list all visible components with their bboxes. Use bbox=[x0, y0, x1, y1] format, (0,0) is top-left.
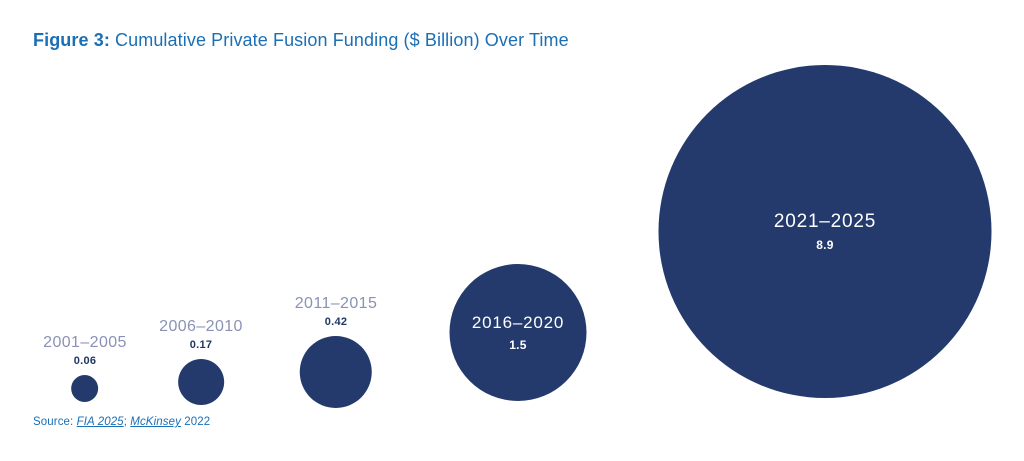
period-label: 2021–2025 bbox=[773, 211, 877, 233]
period-label: 2011–2015 bbox=[294, 294, 378, 312]
value-label: 0.42 bbox=[324, 316, 348, 328]
bubble-circle: 2016–2020 1.5 bbox=[449, 264, 587, 401]
value-label: 8.9 bbox=[816, 237, 834, 252]
period-label: 2006–2010 bbox=[159, 317, 243, 335]
figure-label: Figure 3: bbox=[33, 30, 110, 50]
bubble-group-2021-2025: 2021–2025 8.9 bbox=[658, 65, 992, 398]
bubble-circle bbox=[71, 375, 99, 402]
bubble-group-2001-2005: 2001–2005 0.06 bbox=[43, 334, 127, 402]
bubble-circle bbox=[300, 336, 372, 408]
figure-title: Figure 3: Cumulative Private Fusion Fund… bbox=[33, 30, 569, 52]
value-label: 0.06 bbox=[73, 355, 97, 367]
source-line: Source: FIA 2025; McKinsey 2022 bbox=[33, 416, 210, 428]
bubble-circle bbox=[178, 359, 224, 405]
period-label: 2001–2005 bbox=[43, 333, 127, 351]
value-label: 1.5 bbox=[509, 337, 527, 352]
bubble-group-2006-2010: 2006–2010 0.17 bbox=[159, 318, 243, 405]
period-label: 2016–2020 bbox=[471, 313, 565, 333]
bubble-group-2016-2020: 2016–2020 1.5 bbox=[449, 264, 587, 401]
source-link-fia[interactable]: FIA 2025 bbox=[76, 416, 124, 428]
bubble-circle: 2021–2025 8.9 bbox=[658, 65, 992, 398]
source-link-mckinsey[interactable]: McKinsey bbox=[130, 416, 181, 428]
value-label: 0.17 bbox=[189, 339, 213, 351]
title-text: Cumulative Private Fusion Funding ($ Bil… bbox=[109, 30, 569, 50]
bubble-group-2011-2015: 2011–2015 0.42 bbox=[295, 295, 378, 408]
source-separator: ; bbox=[123, 416, 131, 428]
source-label: Source: bbox=[33, 416, 77, 428]
source-year: 2022 bbox=[180, 416, 211, 428]
